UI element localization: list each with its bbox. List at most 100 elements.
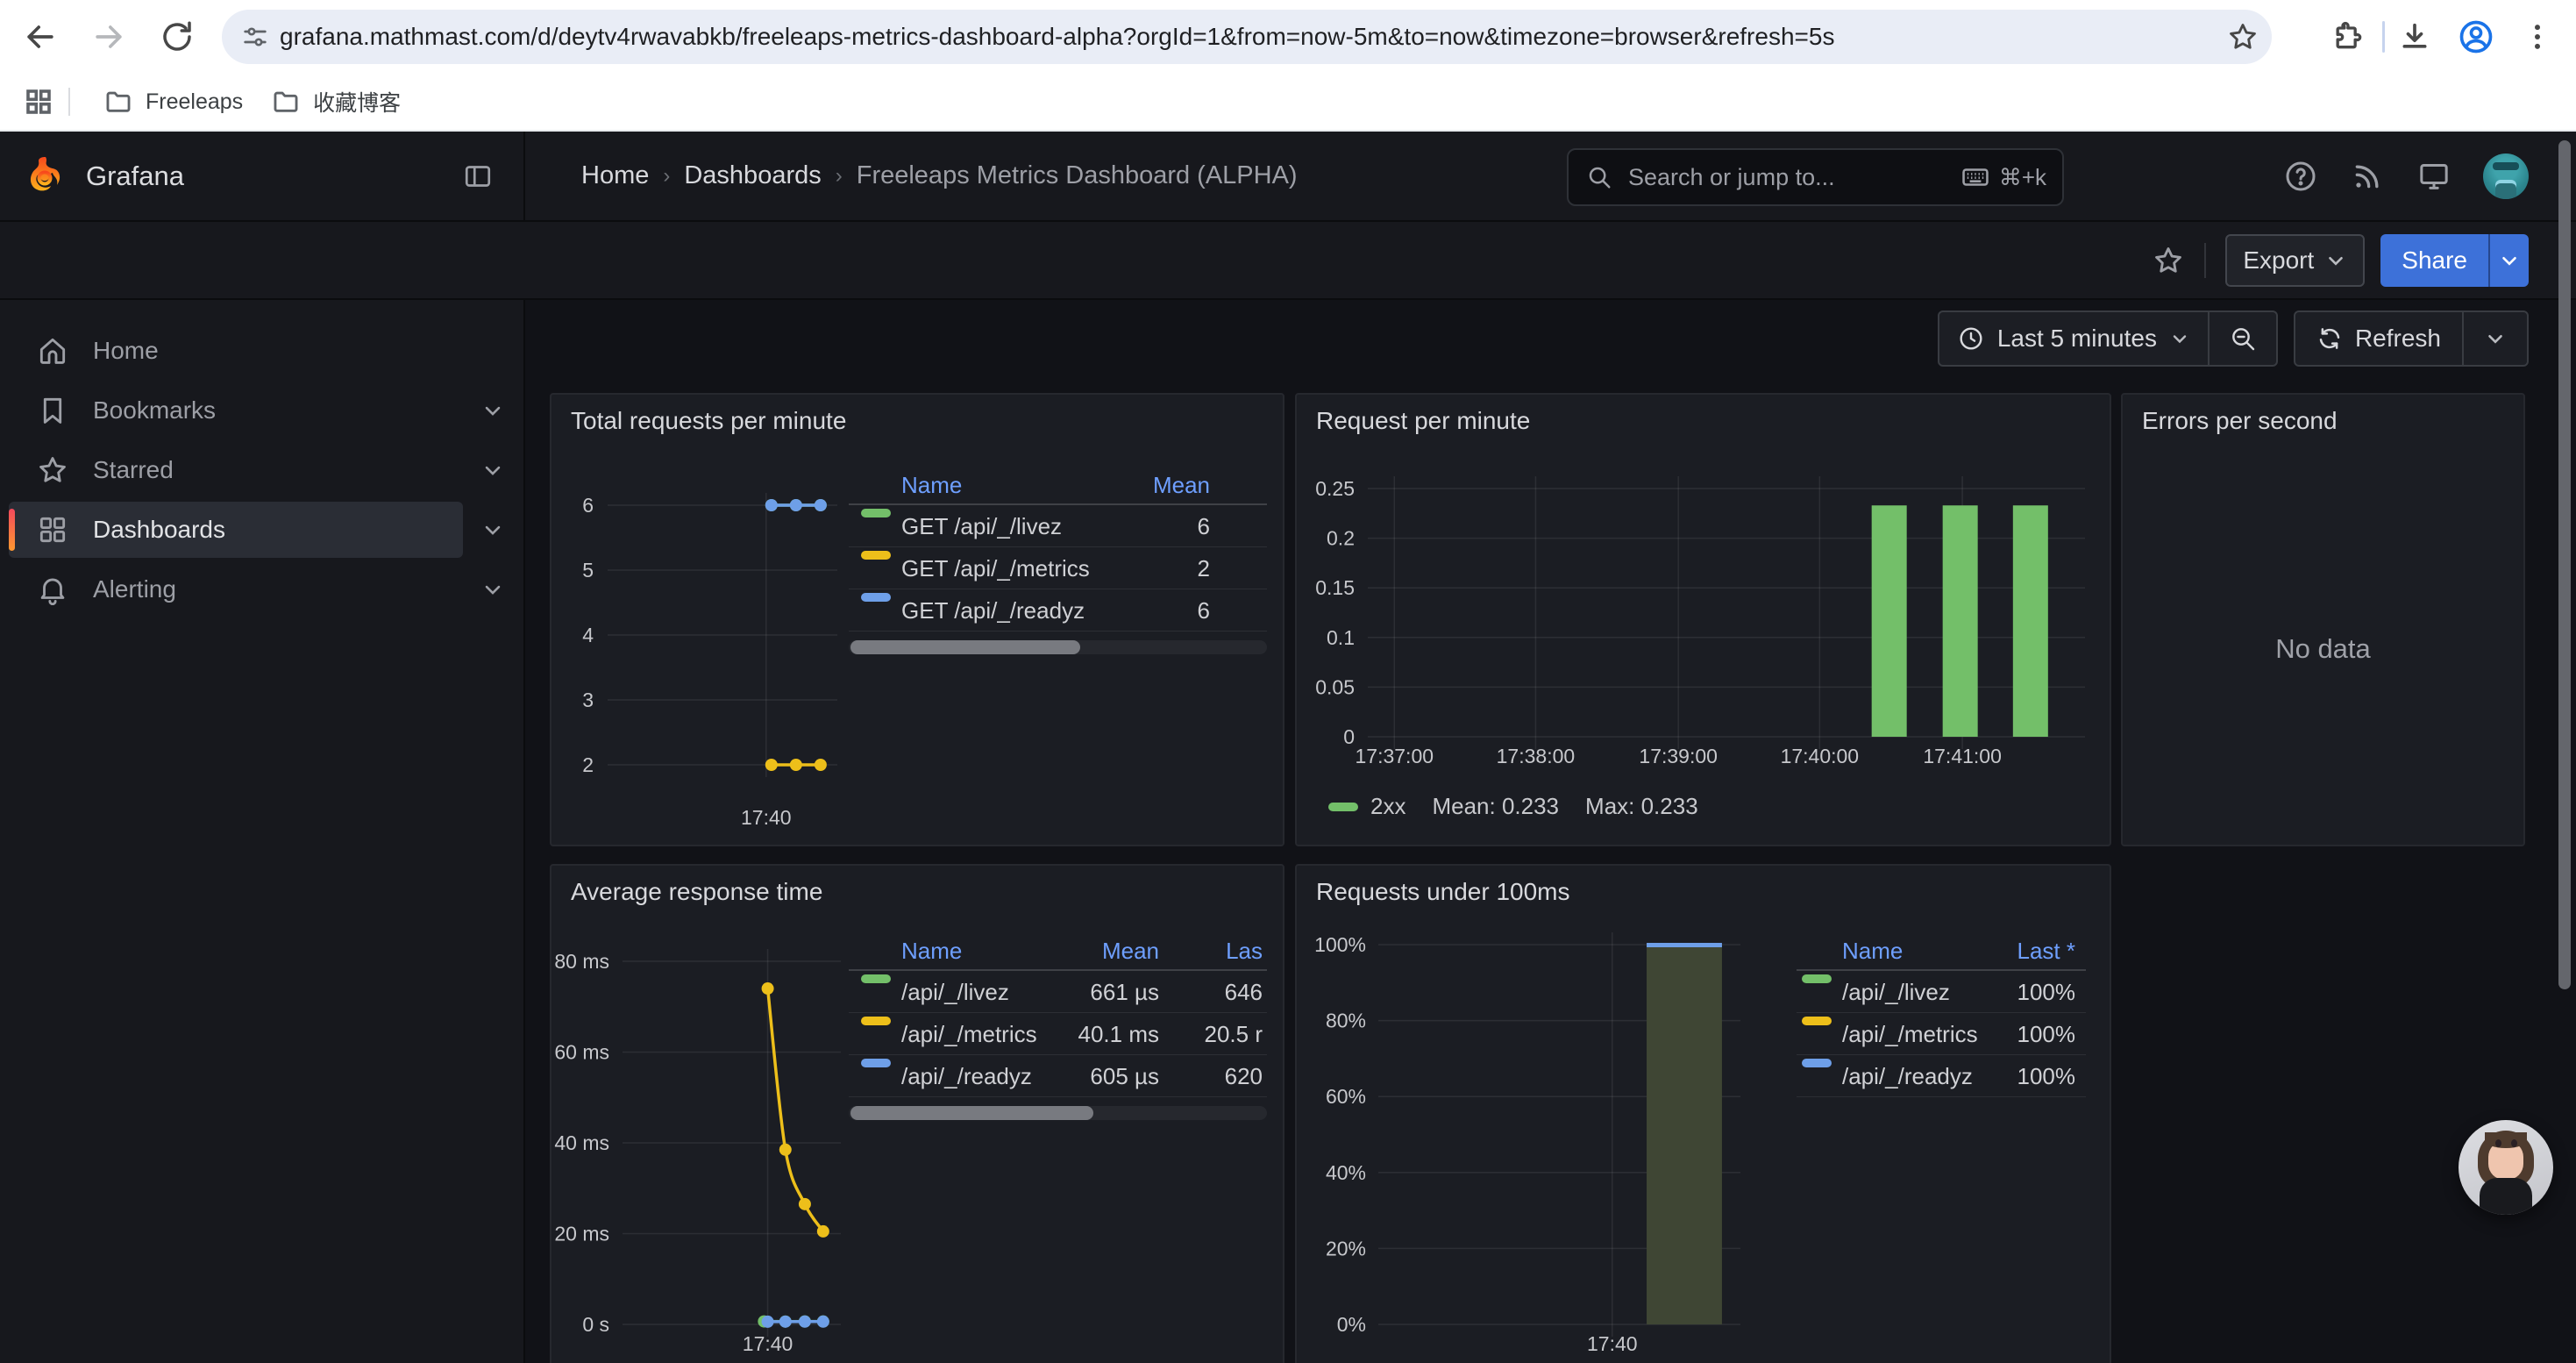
breadcrumb: Home › Dashboards › Freeleaps Metrics Da…: [581, 161, 1298, 190]
series-name[interactable]: /api/_/metrics: [1842, 1021, 1978, 1048]
refresh-button[interactable]: Refresh: [2295, 312, 2462, 365]
series-value: 20.5 r: [1205, 1021, 1263, 1048]
legend-scrollbar-thumb[interactable]: [850, 1106, 1093, 1120]
site-info-tune-icon[interactable]: [241, 23, 269, 51]
series-color-pill: [1802, 1017, 1832, 1025]
panel-errors-per-second[interactable]: Errors per second No data: [2121, 393, 2525, 846]
grid-icon: [35, 513, 70, 546]
sidebar-item-link[interactable]: Dashboards: [9, 502, 463, 558]
series-name[interactable]: /api/_/livez: [901, 979, 1009, 1006]
sidebar-item-link[interactable]: Alerting: [9, 561, 463, 617]
sidebar-item-link[interactable]: Home: [9, 323, 463, 379]
series-name[interactable]: /api/_/readyz: [901, 1063, 1032, 1090]
apps-grid-icon[interactable]: [23, 86, 54, 118]
legend-scrollbar-thumb[interactable]: [850, 640, 1080, 654]
search-input[interactable]: Search or jump to... ⌘+k: [1567, 148, 2064, 206]
news-rss-icon[interactable]: [2350, 159, 2385, 194]
share-dropdown-button[interactable]: [2488, 234, 2529, 287]
legend-row[interactable]: /api/_/readyz605 µs620: [849, 1055, 1267, 1097]
search-shortcut: ⌘+k: [1960, 162, 2046, 192]
svg-text:80%: 80%: [1326, 1010, 1366, 1032]
breadcrumb-home[interactable]: Home: [581, 161, 649, 190]
series-color-pill: [861, 1059, 891, 1067]
page-scrollbar[interactable]: [2558, 140, 2571, 989]
legend-col-mean[interactable]: Mean: [1153, 472, 1210, 499]
sidebar-item-alerting[interactable]: Alerting: [0, 561, 523, 617]
sidebar-toggle-icon[interactable]: [462, 161, 494, 192]
legend-col-mean[interactable]: Mean: [1102, 938, 1159, 965]
legend-col-name[interactable]: Name: [1842, 938, 1903, 965]
sidebar-item-link[interactable]: Starred: [9, 442, 463, 498]
star-dashboard-icon[interactable]: [2152, 244, 2185, 277]
chevron-down-icon[interactable]: [480, 517, 505, 542]
series-name[interactable]: GET /api/_/livez: [901, 513, 1062, 540]
help-icon[interactable]: [2283, 159, 2318, 194]
url-input[interactable]: [278, 22, 2226, 52]
svg-text:6: 6: [582, 494, 594, 517]
time-range-picker[interactable]: Last 5 minutes: [1939, 312, 2208, 365]
panel-average-response-time[interactable]: Average response time 80 ms60 ms40 ms20 …: [550, 864, 1284, 1363]
series-color-pill: [861, 509, 891, 517]
downloads-icon[interactable]: [2397, 19, 2432, 54]
series-name[interactable]: GET /api/_/readyz: [901, 597, 1085, 624]
panel-title[interactable]: Errors per second: [2142, 407, 2338, 435]
browser-forward-button[interactable]: [84, 12, 133, 61]
assistant-avatar-overlay[interactable]: [2459, 1120, 2553, 1215]
export-button[interactable]: Export: [2225, 234, 2365, 287]
series-stat: Max: 0.233: [1585, 793, 1698, 820]
user-avatar[interactable]: [2483, 153, 2529, 199]
share-button[interactable]: Share: [2380, 234, 2488, 287]
svg-text:60 ms: 60 ms: [554, 1041, 609, 1064]
legend-col-las[interactable]: Las: [1226, 938, 1263, 965]
legend-row[interactable]: GET /api/_/livez6: [849, 505, 1267, 547]
panel-request-per-minute[interactable]: Request per minute 0.250.20.150.10.05017…: [1295, 393, 2111, 846]
extensions-puzzle-icon[interactable]: [2330, 19, 2365, 54]
legend-row[interactable]: /api/_/livez100%: [1797, 971, 2086, 1013]
legend-scrollbar[interactable]: [849, 640, 1267, 654]
sidebar-item-link[interactable]: Bookmarks: [9, 382, 463, 439]
forward-arrow-icon: [89, 18, 128, 56]
address-bar[interactable]: [222, 10, 2272, 64]
legend-col-last-[interactable]: Last *: [2017, 938, 2076, 965]
browser-reload-button[interactable]: [153, 12, 202, 61]
grafana-logo-icon[interactable]: [25, 155, 67, 197]
bookmark-folder-blogs[interactable]: 收藏博客: [257, 79, 415, 125]
browser-back-button[interactable]: [16, 12, 65, 61]
series-name[interactable]: /api/_/livez: [1842, 979, 1950, 1006]
legend-col-name[interactable]: Name: [901, 938, 962, 965]
breadcrumb-dashboards[interactable]: Dashboards: [684, 161, 821, 190]
panel-requests-under-100ms[interactable]: Requests under 100ms 100%80%60%40%20%0%1…: [1295, 864, 2111, 1363]
star-icon: [35, 453, 70, 487]
series-value: 2: [1198, 555, 1210, 582]
legend-row[interactable]: /api/_/livez661 µs646: [849, 971, 1267, 1013]
zoom-out-time-button[interactable]: [2208, 312, 2276, 365]
profile-icon[interactable]: [2457, 18, 2495, 56]
refresh-interval-dropdown[interactable]: [2462, 312, 2527, 365]
panel-total-requests-per-minute[interactable]: Total requests per minute 6543217:40 Nam…: [550, 393, 1284, 846]
chevron-down-icon[interactable]: [480, 458, 505, 482]
chevron-down-icon[interactable]: [480, 577, 505, 602]
legend-row[interactable]: /api/_/metrics100%: [1797, 1013, 2086, 1055]
series-name[interactable]: /api/_/metrics: [901, 1021, 1037, 1048]
chevron-down-icon[interactable]: [480, 398, 505, 423]
bell-icon: [35, 573, 70, 606]
sidebar-item-dashboards[interactable]: Dashboards: [0, 502, 523, 558]
legend-scrollbar[interactable]: [849, 1106, 1267, 1120]
bookmark-folder-freeleaps[interactable]: Freeleaps: [89, 80, 257, 124]
sidebar-item-bookmarks[interactable]: Bookmarks: [0, 382, 523, 439]
legend-col-name[interactable]: Name: [901, 472, 962, 499]
series-name[interactable]: /api/_/readyz: [1842, 1063, 1973, 1090]
series-name[interactable]: 2xx: [1370, 793, 1405, 820]
monitor-icon[interactable]: [2416, 159, 2451, 194]
legend-inline[interactable]: 2xxMean: 0.233Max: 0.233: [1328, 793, 1725, 820]
legend-row[interactable]: GET /api/_/metrics 2: [849, 547, 1267, 589]
legend-row[interactable]: /api/_/readyz100%: [1797, 1055, 2086, 1097]
svg-text:2: 2: [582, 753, 594, 776]
sidebar-item-starred[interactable]: Starred: [0, 442, 523, 498]
sidebar-item-home[interactable]: Home: [0, 323, 523, 379]
legend-row[interactable]: GET /api/_/readyz6: [849, 589, 1267, 632]
bookmark-star-icon[interactable]: [2226, 20, 2259, 54]
menu-dots-icon[interactable]: [2520, 19, 2555, 54]
series-name[interactable]: GET /api/_/metrics: [901, 555, 1090, 582]
legend-row[interactable]: /api/_/metrics40.1 ms20.5 r: [849, 1013, 1267, 1055]
